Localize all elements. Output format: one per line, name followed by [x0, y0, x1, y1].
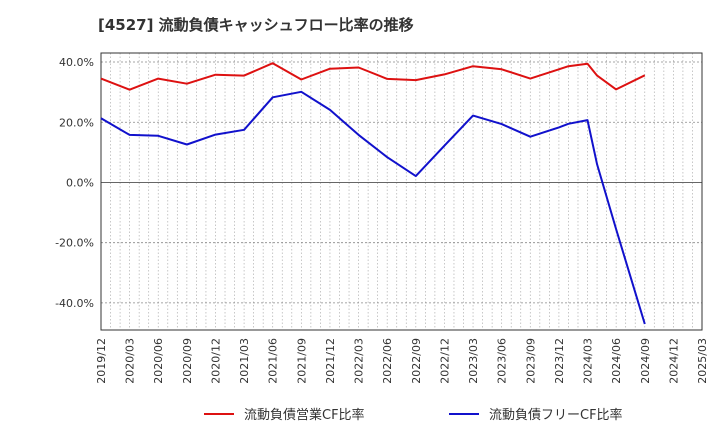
x-tick-label: 2022/09: [410, 338, 423, 384]
x-tick-label: 2020/12: [209, 338, 222, 384]
x-tick-label: 2024/06: [610, 338, 623, 384]
x-tick-label: 2020/06: [152, 338, 165, 384]
x-tick-label: 2023/12: [553, 338, 566, 384]
x-tick-label: 2021/12: [324, 338, 337, 384]
x-tick-label: 2021/06: [267, 338, 280, 384]
x-tick-label: 2024/12: [667, 338, 680, 384]
x-tick-label: 2022/12: [438, 338, 451, 384]
plot-area: [101, 53, 702, 330]
x-tick-label: 2024/03: [582, 338, 595, 384]
x-tick-label: 2019/12: [95, 338, 108, 384]
series-line-1: [100, 62, 646, 91]
legend-label-1: 流動負債営業CF比率: [244, 407, 365, 423]
chart-title: [4527] 流動負債キャッシュフロー比率の推移: [98, 16, 414, 34]
x-tick-label: 2025/03: [696, 338, 709, 384]
x-tick-label: 2022/03: [353, 338, 366, 384]
y-tick-label: 40.0%: [59, 56, 94, 69]
plot-border: [100, 52, 703, 331]
x-tick-label: 2024/09: [639, 338, 652, 384]
x-tick-label: 2023/03: [467, 338, 480, 384]
x-tick-label: 2022/06: [381, 338, 394, 384]
x-tick-label: 2021/09: [295, 338, 308, 384]
y-tick-label: 20.0%: [59, 116, 94, 129]
y-tick-label: -40.0%: [55, 297, 94, 310]
y-tick-label: -20.0%: [55, 237, 94, 250]
x-tick-label: 2020/09: [181, 338, 194, 384]
y-tick-label: 0.0%: [66, 176, 94, 189]
x-tick-label: 2023/06: [496, 338, 509, 384]
x-tick-label: 2020/03: [124, 338, 137, 384]
x-tick-label: 2021/03: [238, 338, 251, 384]
x-tick-label: 2023/09: [524, 338, 537, 384]
legend-label-2: 流動負債フリーCF比率: [489, 407, 623, 423]
series-line-2: [100, 90, 646, 325]
